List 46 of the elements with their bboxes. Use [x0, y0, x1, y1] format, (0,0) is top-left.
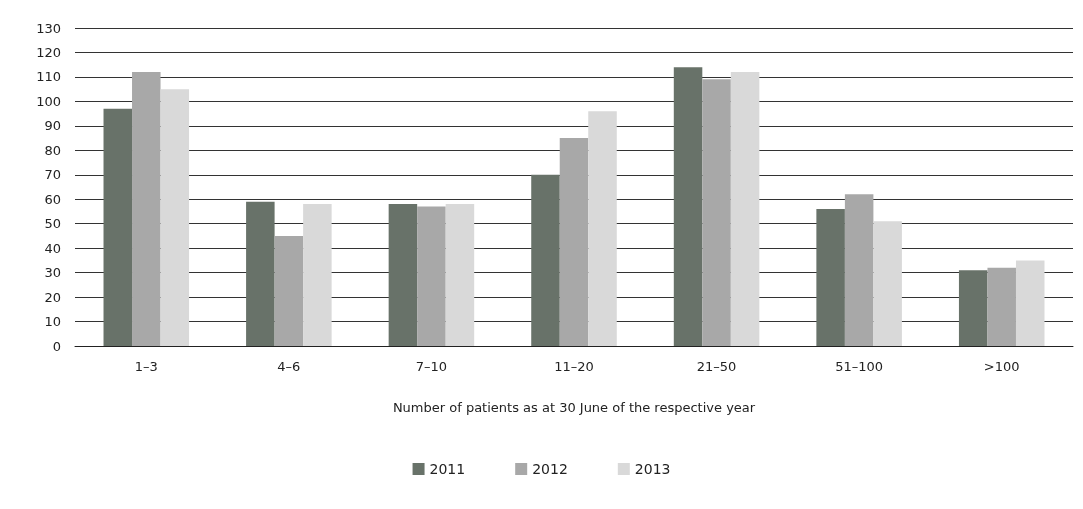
- legend-label: 2013: [634, 461, 671, 477]
- bar: [958, 270, 988, 346]
- y-tick-label: 110: [36, 69, 61, 85]
- y-tick-label: 30: [44, 265, 61, 281]
- bar: [160, 89, 190, 346]
- bar: [673, 67, 703, 346]
- y-tick-label: 40: [44, 240, 61, 256]
- bar: [445, 204, 475, 346]
- bar: [730, 72, 760, 346]
- bar: [844, 194, 874, 346]
- x-axis-title: Number of patients as at 30 June of the respective year: [392, 400, 756, 415]
- y-tick-label: 0: [52, 338, 61, 354]
- y-tick-label: 120: [36, 44, 61, 60]
- bar: [132, 72, 161, 346]
- y-tick-label: 60: [44, 191, 61, 207]
- y-tick-label: 100: [36, 93, 61, 109]
- y-tick-label: 10: [44, 314, 61, 330]
- legend-label: 2012: [532, 461, 568, 477]
- y-tick-label: 130: [36, 20, 61, 36]
- x-tick-label: 7–10: [415, 359, 448, 374]
- bar: [246, 201, 275, 346]
- bar: [1015, 260, 1045, 346]
- bar: [103, 108, 133, 346]
- x-tick-label: >100: [983, 359, 1020, 374]
- bar: [816, 209, 845, 346]
- bar: [274, 235, 304, 346]
- bar: [559, 138, 589, 346]
- bar: [588, 111, 617, 346]
- x-tick-label: 11–20: [554, 359, 594, 374]
- y-tick-label: 20: [44, 289, 61, 305]
- y-tick-label: 80: [44, 142, 61, 158]
- y-tick-label: 70: [44, 167, 61, 183]
- y-tick-label: 50: [44, 216, 61, 232]
- x-tick-label: 51–100: [835, 359, 884, 374]
- y-tick-label: 90: [44, 118, 61, 134]
- bar: [873, 221, 902, 346]
- bar: [303, 204, 332, 346]
- bar: [702, 79, 731, 346]
- x-tick-label: 4–6: [277, 359, 301, 374]
- bar: [417, 206, 446, 346]
- bar: [388, 204, 418, 346]
- bar: [531, 174, 560, 346]
- legend-label: 2011: [429, 461, 466, 477]
- x-tick-label: 1–3: [134, 359, 158, 374]
- x-tick-label: 21–50: [696, 359, 737, 374]
- bar: [987, 267, 1016, 346]
